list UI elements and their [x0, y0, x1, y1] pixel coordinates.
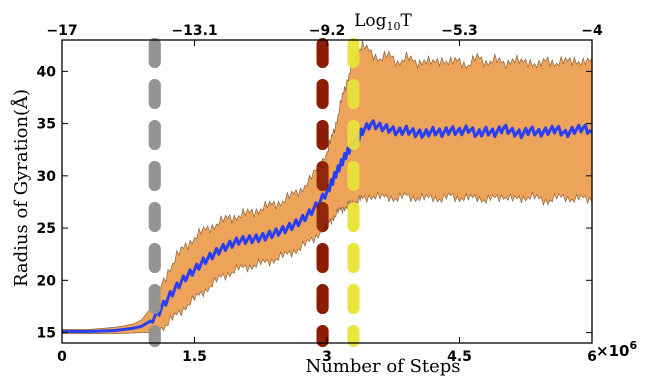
top-axis-label: Log10T [354, 11, 412, 33]
x-multiplier: ×106 [596, 339, 637, 360]
top-tick-label: −13.1 [171, 23, 217, 39]
mean-line [62, 119, 593, 334]
top-tick-label: −5.3 [441, 23, 478, 39]
y-tick-label: 25 [37, 221, 56, 237]
y-tick-label: 20 [37, 273, 57, 289]
marker-lines-overlay [148, 38, 360, 347]
x-axis-label: Number of Steps [305, 356, 460, 377]
mean-line-path [62, 119, 593, 334]
top-axis-label-subscript: 10 [387, 20, 401, 33]
x-multiplier-base: ×10 [596, 342, 629, 360]
y-axis-ticks: 15 20 25 30 35 40 [37, 64, 592, 342]
x-tick-label: 6 [587, 349, 597, 365]
top-axis-label-base: Log [354, 11, 387, 31]
x-tick-label: 1.5 [182, 349, 207, 365]
x-axis-ticks: 0 1.5 3 4.5 6 [57, 337, 597, 365]
y-tick-label: 40 [37, 64, 57, 80]
x-tick-label: 4.5 [447, 349, 472, 365]
y-axis-label: Radius of Gyration(Å) [10, 89, 32, 287]
x-tick-label: 3 [322, 349, 332, 365]
top-tick-label: −17 [46, 23, 77, 39]
top-axis-ticks: −17 −13.1 −9.2 −5.3 −4 [46, 23, 603, 46]
y-tick-label: 15 [37, 326, 56, 342]
x-tick-label: 0 [57, 349, 67, 365]
y-tick-label: 30 [37, 169, 57, 185]
y-tick-label: 35 [37, 117, 56, 133]
top-tick-label: −4 [581, 23, 603, 39]
top-tick-label: −9.2 [309, 23, 346, 39]
x-multiplier-exponent: 6 [629, 339, 637, 352]
top-axis-label-variable: T [401, 11, 413, 31]
